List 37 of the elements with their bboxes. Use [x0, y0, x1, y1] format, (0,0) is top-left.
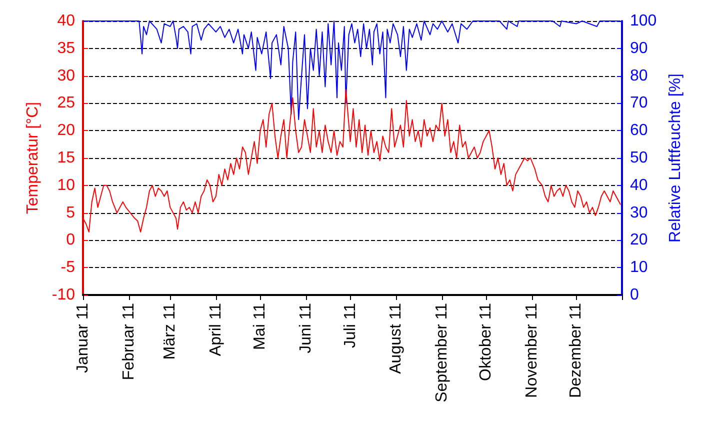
y-tick-label: 20 — [57, 122, 76, 140]
x-tick-label: Mai 11 — [252, 302, 269, 350]
y-tick-label: 10 — [57, 176, 76, 194]
y-tick-label: -10 — [52, 286, 76, 304]
y-tick-label: 0 — [66, 232, 76, 249]
x-tick-label: Dezember 11 — [568, 302, 585, 398]
y2-tick-label: 10 — [630, 259, 648, 276]
y-tick-label: 30 — [57, 67, 76, 84]
y-tick-label: 15 — [57, 150, 76, 166]
x-tick-label: Februar 11 — [120, 302, 138, 380]
x-tick-label: April 11 — [207, 302, 224, 356]
x-tick-label: Juni 11 — [297, 302, 314, 354]
y2-tick-label: 80 — [630, 67, 648, 84]
y2-tick-label: 50 — [630, 150, 648, 166]
line-series — [82, 89, 622, 232]
x-tick-label: März 11 — [162, 302, 179, 360]
y2-tick-label: 30 — [630, 204, 648, 222]
x-tick-label: September 11 — [433, 302, 450, 402]
x-tick-label: November 11 — [523, 302, 540, 398]
y-tick-label: 25 — [57, 94, 76, 112]
x-tick-label: August 11 — [388, 302, 405, 374]
y-tick-label: 5 — [66, 204, 76, 222]
y-axis-title: Temperatur [°C] — [24, 102, 42, 214]
y2-axis-title: Relative Luftfeuchte [%] — [667, 74, 684, 242]
y2-tick-label: 20 — [630, 232, 648, 249]
x-tick-label: Oktober 11 — [478, 302, 495, 381]
y2-tick-label: 70 — [630, 94, 648, 112]
y2-tick-label: 40 — [630, 176, 648, 194]
x-tick-label: Januar 11 — [74, 302, 92, 373]
y2-tick-label: 60 — [630, 122, 648, 140]
x-tick-label: Juli 11 — [342, 302, 359, 348]
y2-tick-label: 0 — [630, 286, 639, 304]
y-tick-label: 35 — [57, 40, 76, 57]
y-tick-label: -5 — [60, 259, 76, 276]
y2-tick-label: 90 — [630, 40, 648, 57]
y2-tick-label: 100 — [630, 12, 657, 30]
y-tick-label: 40 — [57, 12, 76, 30]
